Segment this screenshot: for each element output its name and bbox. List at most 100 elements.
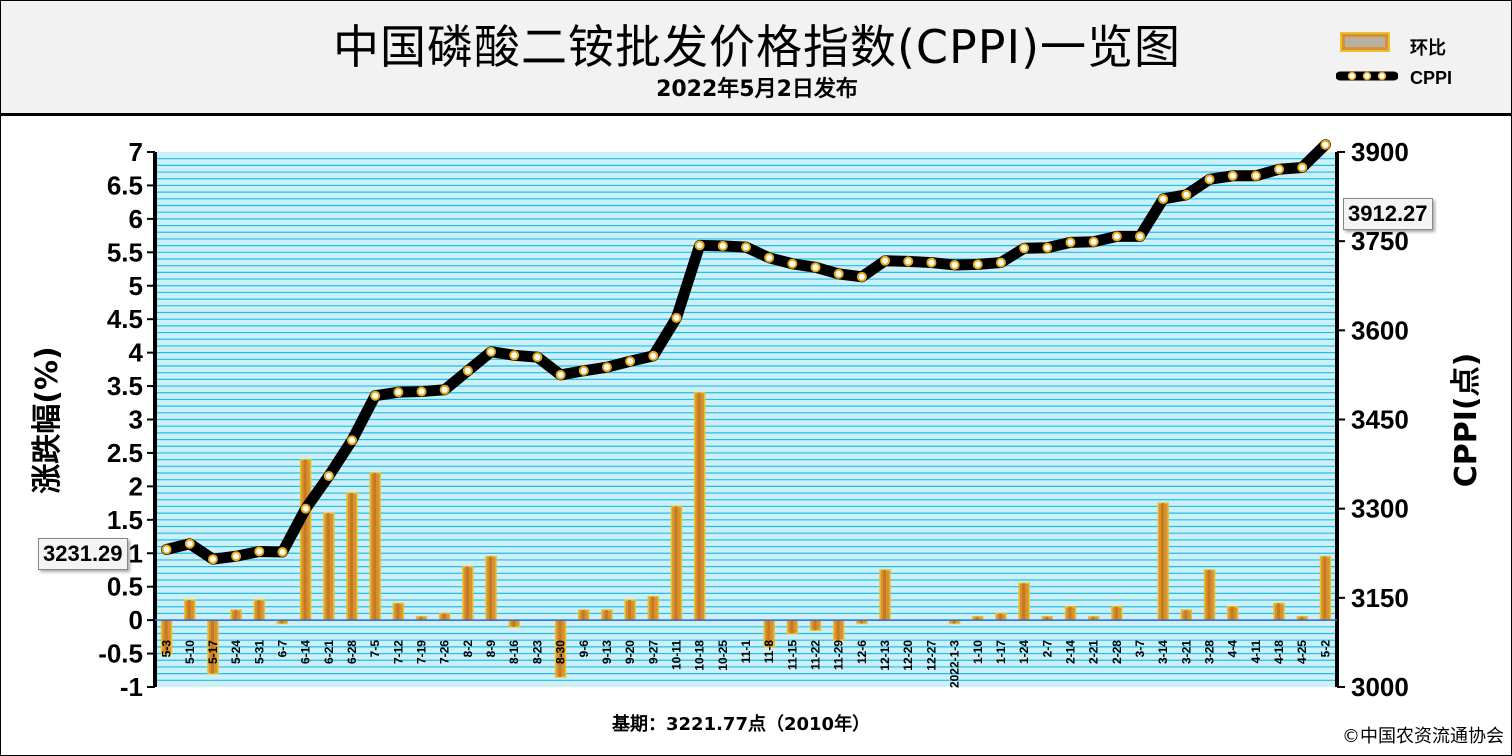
x-tick-label: 11-8 [762, 640, 776, 664]
cppi-point [995, 257, 1006, 268]
x-tick-label: 3-28 [1203, 640, 1217, 664]
x-tick-label: 7-19 [415, 640, 429, 664]
end-value-callout: 3912.27 [1343, 198, 1433, 230]
cppi-point [532, 352, 543, 363]
bar-shade [1323, 556, 1327, 621]
bar [462, 565, 474, 621]
y-tick-label: 0 [129, 605, 143, 635]
bar [1180, 609, 1193, 621]
bar-shade [210, 620, 214, 674]
cppi-point [1042, 242, 1053, 253]
y-tick-label: 5 [129, 271, 143, 301]
cppi-point [184, 538, 195, 549]
bar-shade [836, 620, 840, 641]
cppi-point [1019, 243, 1030, 254]
bar-shade [234, 610, 238, 621]
x-tick-label: 3-14 [1156, 640, 1170, 664]
cppi-point [903, 256, 914, 267]
x-tick-label: 6-28 [345, 640, 359, 664]
bar [184, 599, 196, 621]
bar [253, 599, 266, 621]
cppi-point [1135, 231, 1145, 242]
bar-shade [257, 600, 261, 621]
x-tick-label: 11-15 [785, 640, 799, 670]
bar [508, 619, 520, 628]
cppi-point [833, 268, 844, 279]
x-tick-label: 5-24 [229, 640, 243, 664]
cppi-point [254, 546, 265, 557]
y-right-tick-label: 3750 [1351, 226, 1409, 256]
x-tick-label: 8-23 [530, 640, 544, 664]
cppi-point [1088, 236, 1099, 247]
cppi-point [231, 551, 242, 562]
cppi-point [416, 386, 427, 397]
x-tick-label: 7-26 [438, 640, 452, 664]
bar-shade [396, 603, 400, 621]
y-tick-label: 3.5 [107, 371, 143, 401]
cppi-point [972, 259, 983, 270]
x-tick-label: 7-12 [391, 640, 405, 664]
bar [230, 609, 242, 621]
y-tick-label: 4.5 [107, 304, 143, 334]
chart-header: 中国磷酸二铵批发价格指数(CPPI)一览图 2022年5月2日发布 [1, 1, 1511, 116]
cppi-point [717, 240, 728, 251]
bar [299, 458, 312, 621]
cppi-point [856, 271, 867, 282]
x-tick-label: 8-9 [484, 640, 498, 658]
cppi-point [1320, 139, 1331, 150]
bar-shade [1230, 606, 1234, 621]
x-tick-label: 6-14 [299, 640, 313, 664]
bar-shade [280, 620, 284, 624]
cppi-point [926, 257, 937, 268]
bar-shade [350, 493, 353, 621]
bar [670, 505, 683, 621]
bar-shade [1300, 616, 1304, 621]
x-tick-label: 4-25 [1295, 640, 1309, 664]
cppi-point [1158, 193, 1169, 204]
x-tick-label: 9-6 [577, 640, 591, 658]
x-tick-label: 10-18 [693, 640, 707, 671]
bar [809, 619, 822, 631]
legend-bar-swatch [1340, 32, 1390, 52]
bar [1064, 606, 1077, 621]
cppi-point [1274, 164, 1285, 175]
cppi-point [741, 242, 751, 253]
bar-shade [512, 620, 516, 627]
cppi-point [1181, 189, 1192, 200]
cppi-point [462, 365, 473, 376]
y-tick-label: 1.5 [107, 505, 143, 535]
x-tick-label: 9-20 [623, 640, 637, 664]
y-tick-label: 6 [129, 204, 143, 234]
cppi-point [277, 547, 288, 558]
bar-shade [1277, 603, 1281, 621]
bar [1203, 569, 1216, 621]
legend-bar-label: 环比 [1410, 38, 1446, 58]
bar-shade [465, 566, 469, 621]
bar [1111, 606, 1123, 621]
x-tick-label: 2-28 [1110, 640, 1124, 664]
y-right-tick-label: 3300 [1351, 494, 1409, 524]
bar-shade [859, 620, 863, 624]
bar-shade [1184, 610, 1188, 621]
x-tick-label: 5-10 [183, 640, 197, 664]
cppi-point [1204, 174, 1215, 185]
legend-line-label: CPPI [1410, 68, 1453, 88]
cppi-point [1250, 170, 1261, 181]
cppi-point [1297, 162, 1308, 173]
x-tick-label: 10-25 [716, 640, 730, 671]
bar-shade [697, 392, 701, 621]
x-tick-label: 12-20 [901, 640, 915, 671]
bar-shade [558, 620, 562, 677]
bar-shade [303, 459, 307, 621]
cppi-point [1065, 237, 1076, 248]
cppi-point [555, 369, 566, 380]
bar-shade [1091, 616, 1095, 621]
x-tick-label: 8-30 [554, 640, 568, 664]
bar [995, 612, 1007, 621]
base-period-note: 基期：3221.77点（2010年） [612, 714, 871, 735]
x-tick-label: 2-7 [1040, 640, 1054, 658]
bar [1273, 602, 1285, 621]
x-tick-label: 2-21 [1087, 640, 1101, 664]
x-tick-label: 7-5 [368, 640, 382, 658]
y-right-tick-label: 3600 [1351, 315, 1409, 345]
